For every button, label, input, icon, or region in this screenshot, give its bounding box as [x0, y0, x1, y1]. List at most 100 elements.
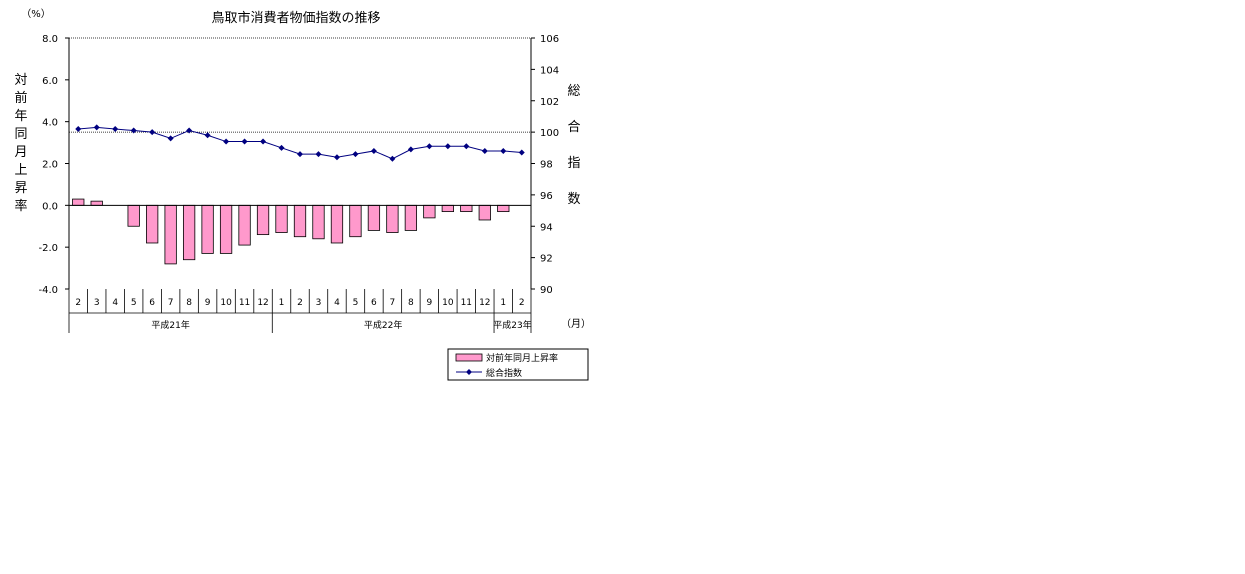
right-tick-label: 104: [540, 65, 559, 76]
category-label: 2: [519, 298, 525, 308]
left-tick-label: 4.0: [42, 118, 58, 129]
left-tick-label: -4.0: [38, 285, 58, 296]
index-point: [204, 132, 211, 139]
index-point: [260, 138, 267, 145]
bar: [460, 204, 473, 213]
category-label: 5: [131, 298, 137, 308]
category-label: 12: [479, 298, 490, 308]
bar: [72, 198, 85, 206]
right-axis-label: 総合指数: [567, 84, 580, 207]
index-point: [112, 125, 119, 132]
bar: [478, 204, 491, 221]
category-label: 3: [94, 298, 100, 308]
bar: [441, 204, 454, 213]
plot-area: 8.06.04.02.00.0-2.0-4.010610410210098969…: [38, 34, 559, 333]
year-label: 平成23年: [493, 319, 531, 331]
index-point: [370, 147, 377, 154]
category-label: 10: [220, 298, 232, 308]
category-label: 1: [279, 298, 285, 308]
right-tick-label: 92: [540, 254, 553, 265]
index-point: [186, 127, 193, 134]
category-label: 4: [112, 298, 118, 308]
month-unit: （月）: [561, 318, 591, 330]
bar: [312, 204, 325, 240]
category-label: 11: [461, 298, 472, 308]
index-point: [426, 143, 433, 150]
bar: [146, 204, 159, 244]
left-tick-label: 2.0: [42, 160, 58, 171]
index-point: [481, 147, 488, 154]
category-label: 10: [442, 298, 454, 308]
category-label: 7: [168, 298, 174, 308]
bar: [201, 204, 214, 254]
bar: [238, 204, 251, 246]
right-tick-label: 100: [540, 128, 559, 139]
category-label: 1: [500, 298, 506, 308]
category-label: 2: [75, 298, 81, 308]
left-axis-label-char: 上: [14, 163, 27, 178]
category-label: 11: [239, 298, 250, 308]
right-axis-label-char: 指: [567, 156, 580, 171]
left-axis-label-char: 同: [14, 127, 27, 142]
bar: [256, 204, 270, 236]
left-tick-label: 0.0: [42, 201, 58, 212]
category-label: 3: [316, 298, 322, 308]
right-tick-label: 90: [540, 285, 553, 296]
category-label: 9: [426, 298, 432, 308]
left-axis-label-char: 年: [14, 109, 27, 124]
index-point: [333, 154, 340, 161]
legend-bar-label: 対前年同月上昇率: [486, 352, 558, 364]
index-point: [93, 124, 100, 131]
category-label: 6: [371, 298, 377, 308]
left-axis-label-char: 昇: [14, 181, 27, 196]
bar: [423, 204, 436, 219]
category-label: 4: [334, 298, 340, 308]
left-axis-label-char: 前: [14, 90, 27, 106]
index-point: [407, 146, 414, 153]
left-axis-label-char: 月: [14, 145, 27, 160]
bar: [330, 204, 344, 244]
index-point: [352, 151, 359, 158]
bar: [182, 204, 196, 261]
right-tick-label: 98: [540, 160, 553, 171]
category-label: 7: [390, 298, 396, 308]
legend-line-label: 総合指数: [486, 367, 522, 379]
index-point: [241, 138, 248, 145]
bar: [497, 204, 510, 213]
year-label: 平成22年: [364, 319, 402, 331]
index-point: [223, 138, 230, 145]
left-tick-label: 8.0: [42, 34, 58, 45]
index-point: [278, 144, 285, 151]
left-tick-label: 6.0: [42, 76, 58, 87]
right-tick-label: 102: [540, 97, 559, 108]
right-tick-label: 106: [540, 34, 559, 45]
index-point: [389, 155, 396, 162]
bar: [127, 204, 140, 227]
index-point: [297, 151, 303, 158]
right-axis-label-char: 合: [567, 120, 580, 135]
left-axis-unit: （%）: [21, 8, 51, 20]
right-tick-label: 94: [540, 222, 553, 233]
bar: [349, 204, 362, 238]
category-label: 8: [186, 298, 192, 308]
right-axis-label-char: 総: [567, 84, 580, 99]
index-point: [518, 149, 525, 156]
index-point: [500, 147, 507, 154]
year-label: 平成21年: [151, 319, 189, 331]
index-point: [149, 129, 156, 136]
category-label: 8: [408, 298, 414, 308]
left-axis-label: 対前年同月上昇率: [14, 73, 27, 214]
index-point: [444, 143, 451, 150]
index-point: [463, 143, 470, 150]
category-label: 5: [353, 298, 359, 308]
bar: [367, 204, 381, 231]
category-label: 12: [257, 298, 268, 308]
left-axis-label-char: 対: [14, 73, 27, 88]
category-label: 2: [297, 298, 303, 308]
right-tick-label: 96: [540, 191, 553, 202]
bar: [90, 200, 103, 206]
category-label: 6: [149, 298, 155, 308]
legend-line-marker: [466, 369, 472, 375]
